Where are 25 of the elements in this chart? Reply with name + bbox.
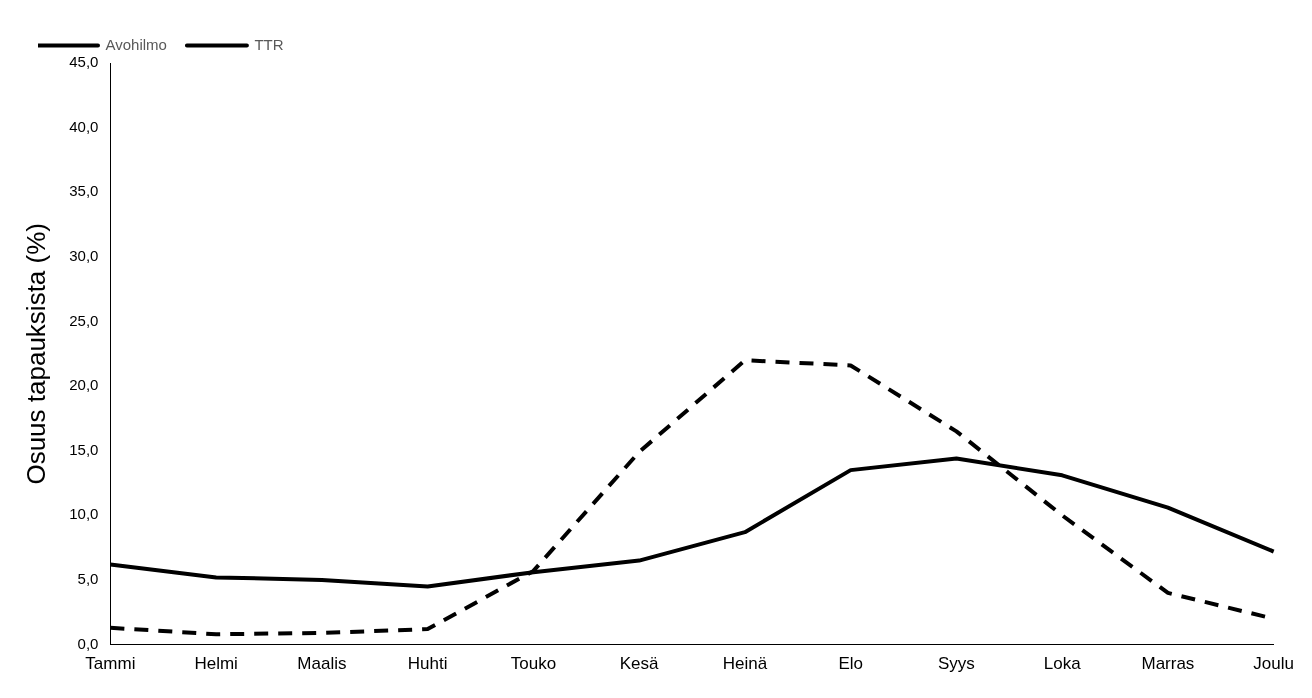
y-tick-label: 5,0 — [77, 570, 99, 588]
y-axis-title: Osuus tapauksista (%) — [20, 223, 51, 485]
x-tick-label: Maalis — [297, 654, 347, 674]
x-tick-label: Huhti — [407, 654, 448, 674]
x-tick-label: Marras — [1141, 654, 1195, 674]
y-tick-label: 45,0 — [69, 53, 99, 71]
y-tick-label: 35,0 — [69, 182, 99, 200]
x-tick-label: Loka — [1043, 654, 1082, 674]
y-tick-label: 0,0 — [77, 634, 99, 652]
x-tick-label: Elo — [838, 654, 863, 674]
legend-label: Avohilmo — [105, 35, 167, 53]
y-tick-label: 10,0 — [69, 505, 99, 523]
legend-label: TTR — [254, 35, 284, 53]
x-tick-label: Tammi — [85, 654, 136, 674]
y-tick-label: 40,0 — [69, 117, 99, 135]
y-tick-label: 15,0 — [69, 440, 99, 458]
y-tick-label: 30,0 — [69, 247, 99, 265]
x-tick-label: Helmi — [194, 654, 238, 674]
x-tick-label: Syys — [938, 654, 975, 674]
x-tick-label: Joulu — [1253, 654, 1294, 674]
x-tick-label: Heinä — [722, 654, 768, 674]
x-tick-label: Kesä — [619, 654, 660, 674]
x-tick-label: Touko — [510, 654, 557, 674]
y-tick-label: 20,0 — [69, 376, 99, 394]
y-tick-label: 25,0 — [69, 311, 99, 329]
